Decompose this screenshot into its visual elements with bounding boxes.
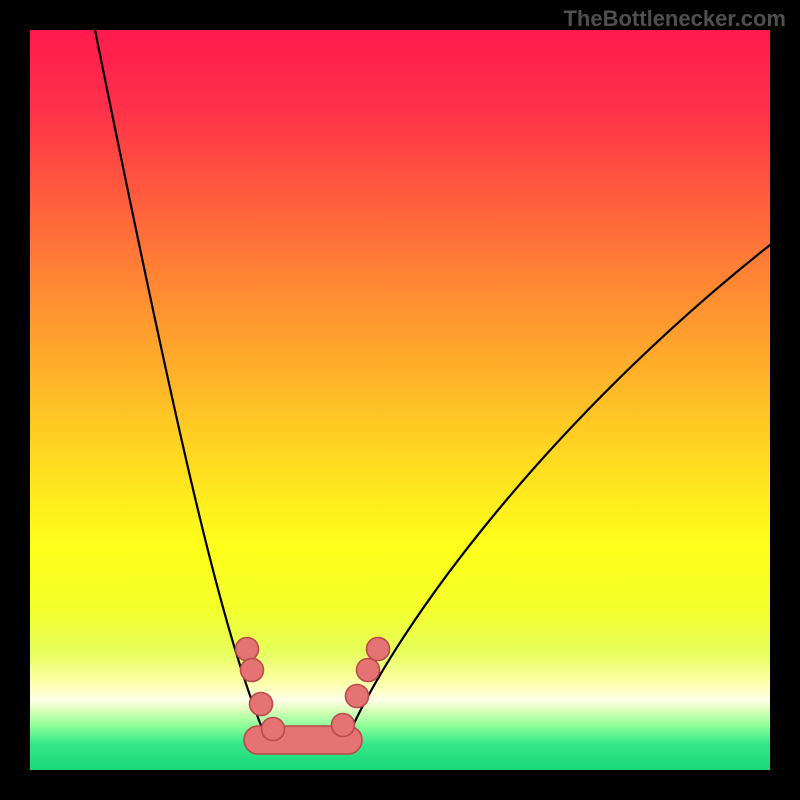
curve-marker bbox=[332, 714, 355, 737]
chart-stage: TheBottlenecker.com bbox=[0, 0, 800, 800]
curve-marker bbox=[250, 693, 273, 716]
curve-marker bbox=[367, 638, 390, 661]
bottleneck-curve bbox=[95, 30, 770, 745]
curve-overlay bbox=[0, 0, 800, 800]
watermark-label: TheBottlenecker.com bbox=[563, 6, 786, 32]
curve-marker bbox=[357, 659, 380, 682]
curve-marker bbox=[241, 659, 264, 682]
curve-marker bbox=[346, 685, 369, 708]
curve-marker bbox=[236, 638, 259, 661]
curve-marker bbox=[262, 718, 285, 741]
